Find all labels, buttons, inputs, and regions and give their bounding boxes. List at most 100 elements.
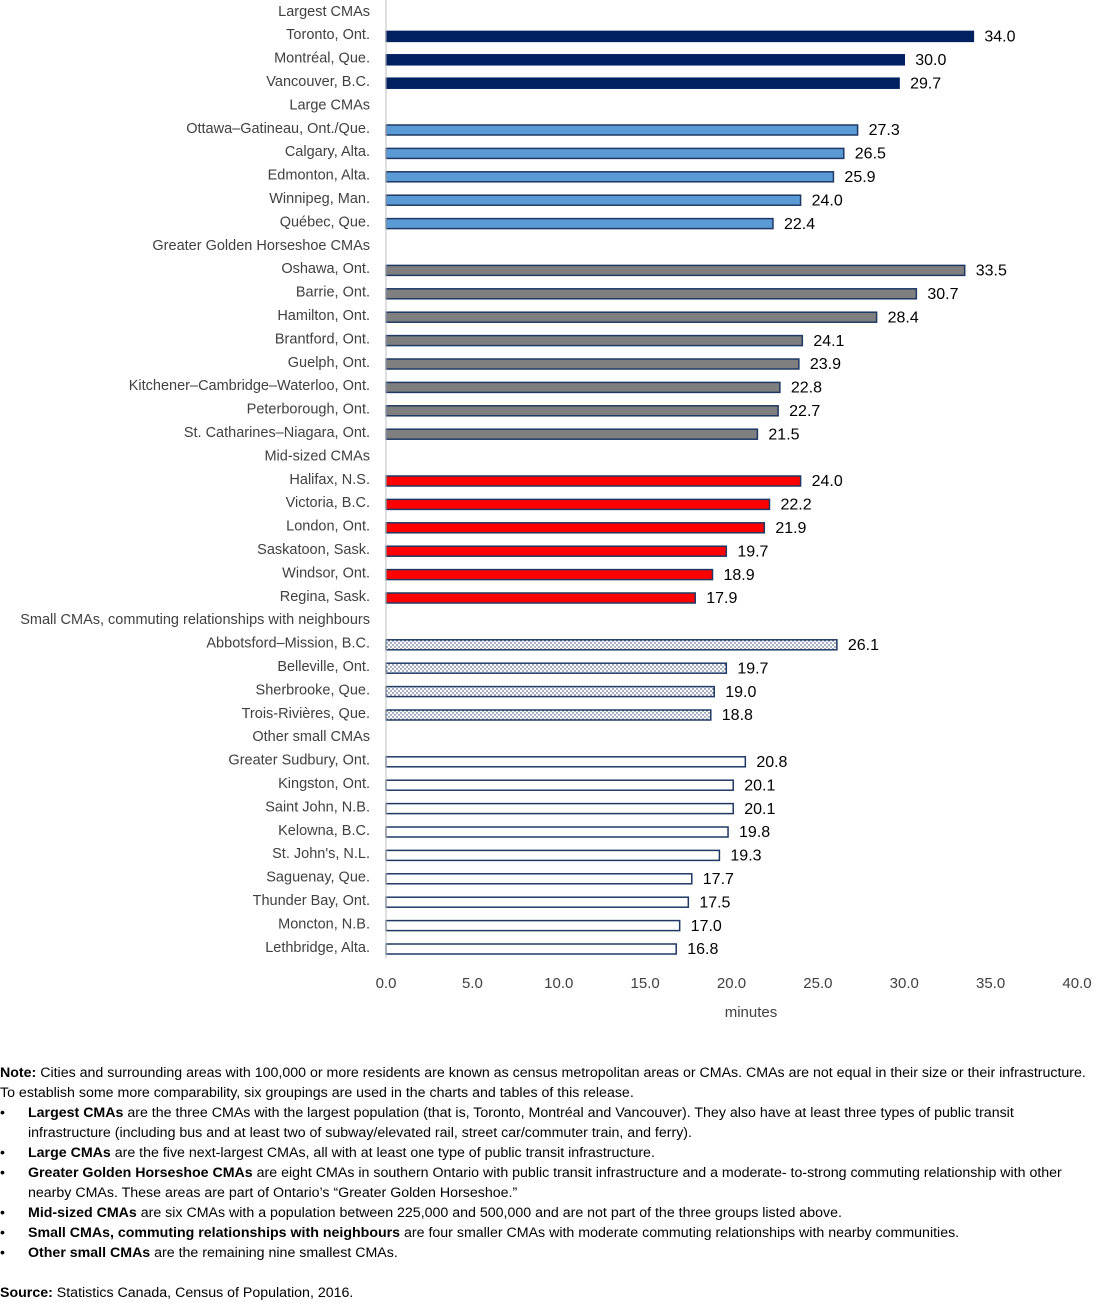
bullet-text: are the three CMAs with the largest popu… [28,1105,1014,1141]
value-label: 18.9 [723,567,754,584]
note-label: Note: [0,1065,37,1081]
value-label: 28.4 [888,309,919,326]
value-label: 17.7 [703,871,734,888]
bar [385,498,771,511]
category-label: Abbotsford–Mission, B.C. [206,636,370,652]
bullet-text: are four smaller CMAs with moderate comm… [404,1225,960,1241]
value-label: 17.0 [691,918,722,935]
category-label: Edmonton, Alta. [268,168,370,184]
bar [385,849,721,862]
note-bullet: Large CMAs are the five next-largest CMA… [0,1143,1086,1163]
category-label: Kitchener–Cambridge–Waterloo, Ont. [129,378,370,394]
note: Note: Cities and surrounding areas with … [0,1063,1086,1103]
source-label: Source: [0,1285,53,1301]
bar [385,756,747,768]
value-label: 19.7 [737,660,768,677]
note-bullet: Largest CMAs are the three CMAs with the… [0,1103,1086,1143]
category-label: Kelowna, B.C. [278,823,370,839]
category-label: Trois-Rivières, Que. [242,706,370,722]
source-text: Statistics Canada, Census of Population,… [56,1285,354,1301]
value-label: 17.9 [706,590,737,607]
category-label: Barrie, Ont. [296,285,370,301]
bar [385,873,693,885]
bar [385,709,712,721]
category-label: Winnipeg, Man. [269,191,370,207]
category-label: Largest CMAs [278,4,370,20]
bar [385,779,734,791]
bar [385,545,728,557]
bar [385,30,975,43]
value-label: 16.8 [687,941,718,958]
source: Source: Statistics Canada, Census of Pop… [0,1283,1086,1303]
bar [385,826,729,838]
note-bullet: Other small CMAs are the remaining nine … [0,1243,1086,1263]
bar [385,919,681,932]
value-label: 19.0 [725,684,756,701]
chart: minutes Largest CMAs Toronto, Ont. 34.0 Mon… [20,0,1092,1021]
bar [385,522,766,534]
value-label: 34.0 [984,29,1015,46]
bullet-term: Other small CMAs [28,1245,151,1261]
note-text: Cities and surrounding areas with 100,00… [0,1065,1086,1101]
value-label: 22.2 [781,497,812,514]
bar [385,334,804,347]
value-label: 20.8 [756,754,787,771]
bar [385,264,966,277]
category-label: Thunder Bay, Ont. [253,893,370,909]
bar [385,896,690,908]
bullet-term: Mid-sized CMAs [28,1205,137,1221]
note-bullet: Mid-sized CMAs are six CMAs with a popul… [0,1203,1086,1223]
bar [385,358,800,370]
category-label: Saguenay, Que. [266,870,370,886]
category-label: Calgary, Alta. [285,144,370,160]
value-label: 21.9 [775,520,806,537]
value-label: 24.1 [813,333,844,350]
value-label: 22.8 [791,380,822,397]
bar [385,147,845,160]
category-label: Halifax, N.S. [289,472,370,488]
bullet-term: Greater Golden Horseshoe CMAs [28,1165,253,1181]
category-label: Montréal, Que. [274,51,370,67]
category-label: Other small CMAs [252,729,370,745]
value-label: 18.8 [722,707,753,724]
value-label: 24.0 [812,192,843,209]
category-label: Québec, Que. [280,214,370,230]
bullet-text: are eight CMAs in southern Ontario with … [28,1165,1062,1201]
category-label: Greater Sudbury, Ont. [228,753,370,769]
x-tick-label: 0.0 [376,975,397,992]
bar [385,381,781,394]
category-label: Vancouver, B.C. [266,74,370,90]
bar [385,662,728,674]
value-label: 27.3 [869,122,900,139]
category-label: Peterborough, Ont. [247,402,370,418]
bar [385,288,918,300]
bullet-text: are the remaining nine smallest CMAs. [154,1245,398,1261]
category-label: St. John's, N.L. [272,846,370,862]
category-label: St. Catharines–Niagara, Ont. [184,425,370,441]
bar [385,592,696,604]
category-label: Small CMAs, commuting relationships with… [20,612,370,628]
category-label: Saskatoon, Sask. [257,542,370,558]
value-label: 30.0 [915,52,946,69]
category-label: Lethbridge, Alta. [265,940,370,956]
x-tick-label: 15.0 [631,975,660,992]
bullet-text: are the five next-largest CMAs, all with… [114,1145,655,1161]
category-label: Victoria, B.C. [286,495,370,511]
category-label: Regina, Sask. [280,589,370,605]
bar [385,124,859,136]
category-label: Kingston, Ont. [278,776,370,792]
category-label: Windsor, Ont. [282,565,370,581]
value-label: 26.1 [848,637,879,654]
value-label: 24.0 [812,473,843,490]
bar [385,217,774,230]
bar [385,802,734,815]
x-tick-label: 35.0 [976,975,1005,992]
value-label: 25.9 [844,169,875,186]
value-label: 21.5 [768,426,799,443]
bar [385,194,802,206]
bullet-term: Largest CMAs [28,1105,124,1121]
category-label: Oshawa, Ont. [281,261,370,277]
bar [385,943,677,955]
notes: Note: Cities and surrounding areas with … [0,1063,1086,1303]
